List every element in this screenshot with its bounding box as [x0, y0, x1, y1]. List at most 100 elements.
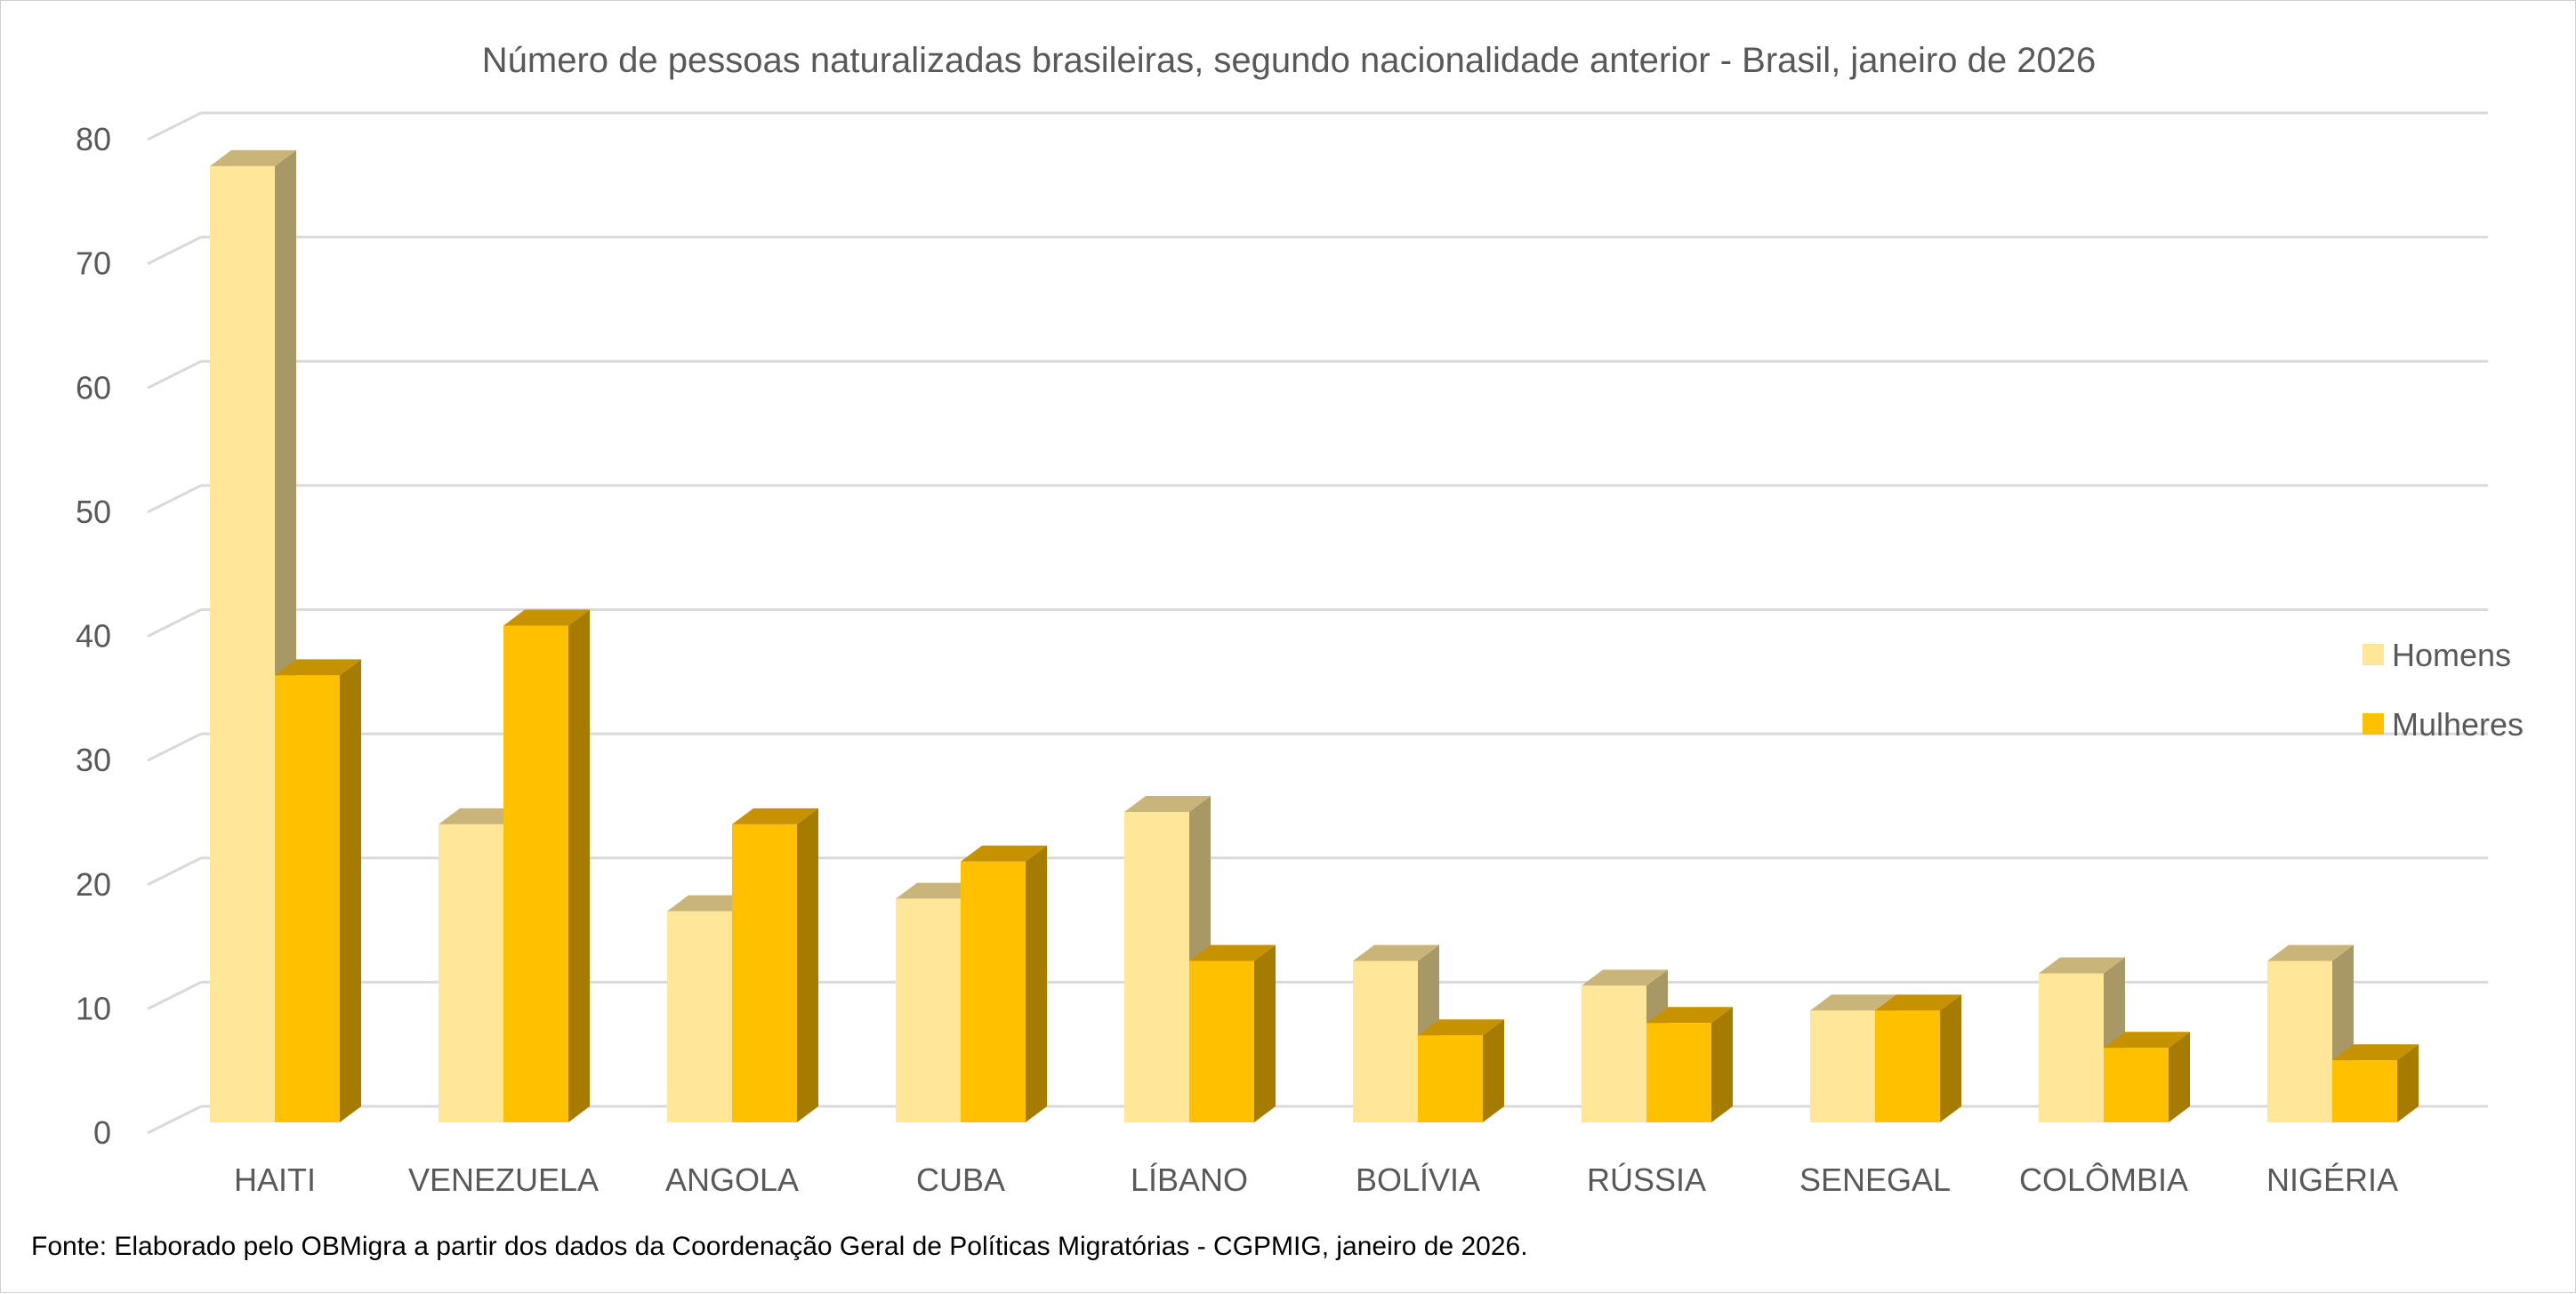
- y-tick-label: 20: [76, 866, 111, 903]
- x-tick-label: RÚSSIA: [1587, 1161, 1706, 1198]
- y-axis-ticks: 0 10 20 30 40 50 60 70 80: [76, 121, 111, 1151]
- bar-front: [896, 898, 961, 1122]
- bar-mulheres-8: [2104, 1032, 2190, 1122]
- bar-front: [2104, 1048, 2169, 1122]
- bar-front: [732, 824, 797, 1122]
- bar-top: [1875, 994, 1961, 1011]
- bar-front: [667, 911, 732, 1122]
- x-tick-label: HAITI: [234, 1161, 316, 1198]
- bar-top: [667, 895, 753, 912]
- bar-mulheres-1: [503, 609, 590, 1122]
- y-tick-label: 60: [76, 369, 111, 406]
- bar-top: [275, 659, 361, 676]
- bar-top: [2039, 957, 2125, 974]
- bar-top: [503, 609, 590, 626]
- legend-swatch-mulheres: [2363, 713, 2384, 735]
- x-tick-label: BOLÍVIA: [1356, 1161, 1480, 1198]
- bar-side: [1254, 944, 1276, 1122]
- source-note: Fonte: Elaborado pelo OBMigra a partir d…: [31, 1232, 1528, 1261]
- chart-title: Número de pessoas naturalizadas brasilei…: [482, 41, 2096, 80]
- grid-diagonal: [147, 856, 202, 887]
- bar-homens-0: [210, 149, 296, 1123]
- bar-front: [210, 165, 275, 1123]
- bar-top: [1646, 1007, 1733, 1024]
- bar-top: [2332, 1044, 2419, 1061]
- bar-mulheres-3: [961, 845, 1047, 1122]
- x-tick-label: COLÔMBIA: [2019, 1161, 2188, 1198]
- bar-side: [568, 609, 590, 1122]
- bar-front: [439, 824, 503, 1122]
- bar-front: [1189, 960, 1254, 1122]
- y-tick-label: 80: [76, 121, 111, 157]
- bar-front: [1810, 1010, 1875, 1122]
- bar-front: [1124, 811, 1189, 1122]
- bar-front: [2332, 1060, 2397, 1122]
- bar-mulheres-6: [1646, 1007, 1733, 1122]
- bar-side: [2397, 1044, 2419, 1122]
- bar-side: [1940, 994, 1961, 1122]
- bar-top: [1124, 795, 1211, 812]
- bar-side: [1711, 1007, 1733, 1122]
- bar-front: [1582, 985, 1646, 1122]
- bar-top: [732, 808, 818, 824]
- y-tick-label: 40: [76, 618, 111, 655]
- x-tick-label: LÍBANO: [1131, 1161, 1248, 1198]
- bar-top: [1810, 994, 1896, 1011]
- bar-top: [2267, 944, 2354, 961]
- bar-top: [2104, 1032, 2190, 1049]
- grid-diagonal: [147, 359, 202, 390]
- bar-top: [1353, 944, 1439, 961]
- legend: Homens Mulheres: [2363, 637, 2524, 743]
- y-tick-label: 70: [76, 245, 111, 282]
- grid-diagonal: [147, 484, 202, 514]
- y-tick-label: 50: [76, 494, 111, 530]
- bars: [210, 149, 2419, 1123]
- bar-front: [275, 675, 340, 1122]
- bar-side: [340, 659, 361, 1122]
- bar-front: [1875, 1010, 1940, 1122]
- grid-diagonal: [147, 1105, 202, 1135]
- y-tick-label: 30: [76, 742, 111, 778]
- bar-mulheres-2: [732, 808, 818, 1122]
- grid-diagonal: [147, 111, 202, 141]
- bar-front: [503, 625, 568, 1122]
- grid-diagonal: [147, 236, 202, 265]
- legend-label-homens: Homens: [2392, 637, 2511, 673]
- bar-mulheres-0: [275, 659, 361, 1122]
- bar-top: [1189, 944, 1276, 961]
- legend-swatch-homens: [2363, 644, 2384, 665]
- bar-front: [1353, 960, 1418, 1122]
- bar-side: [1026, 845, 1047, 1122]
- bar-mulheres-4: [1189, 944, 1276, 1122]
- bar-top: [961, 845, 1047, 862]
- bar-front: [2267, 960, 2332, 1122]
- bar-top: [439, 808, 525, 824]
- grid-diagonal: [147, 608, 202, 638]
- y-tick-label: 10: [76, 990, 111, 1026]
- x-tick-label: NIGÉRIA: [2266, 1161, 2398, 1198]
- bar-mulheres-7: [1875, 994, 1961, 1122]
- bar-top: [210, 149, 296, 166]
- bar-mulheres-5: [1418, 1019, 1504, 1122]
- bar-mulheres-9: [2332, 1044, 2419, 1122]
- grid-diagonal: [147, 981, 202, 1010]
- bar-side: [797, 808, 818, 1122]
- bar-front: [1646, 1023, 1711, 1122]
- x-tick-label: ANGOLA: [665, 1161, 799, 1198]
- bar-top: [1582, 969, 1668, 986]
- x-axis-ticks: HAITI VENEZUELA ANGOLA CUBA LÍBANO BOLÍVIA RÚS…: [234, 1161, 2398, 1198]
- bar-side: [2169, 1032, 2190, 1122]
- bar-side: [1483, 1019, 1504, 1122]
- legend-label-mulheres: Mulheres: [2392, 706, 2524, 743]
- bar-front: [2039, 973, 2104, 1122]
- y-tick-label: 0: [93, 1114, 111, 1151]
- x-tick-label: CUBA: [916, 1161, 1005, 1198]
- bar-top: [896, 882, 982, 899]
- x-tick-label: SENEGAL: [1799, 1161, 1951, 1198]
- bar-top: [1418, 1019, 1504, 1036]
- bar-front: [1418, 1035, 1483, 1122]
- bar-front: [961, 861, 1026, 1122]
- x-tick-label: VENEZUELA: [408, 1161, 599, 1198]
